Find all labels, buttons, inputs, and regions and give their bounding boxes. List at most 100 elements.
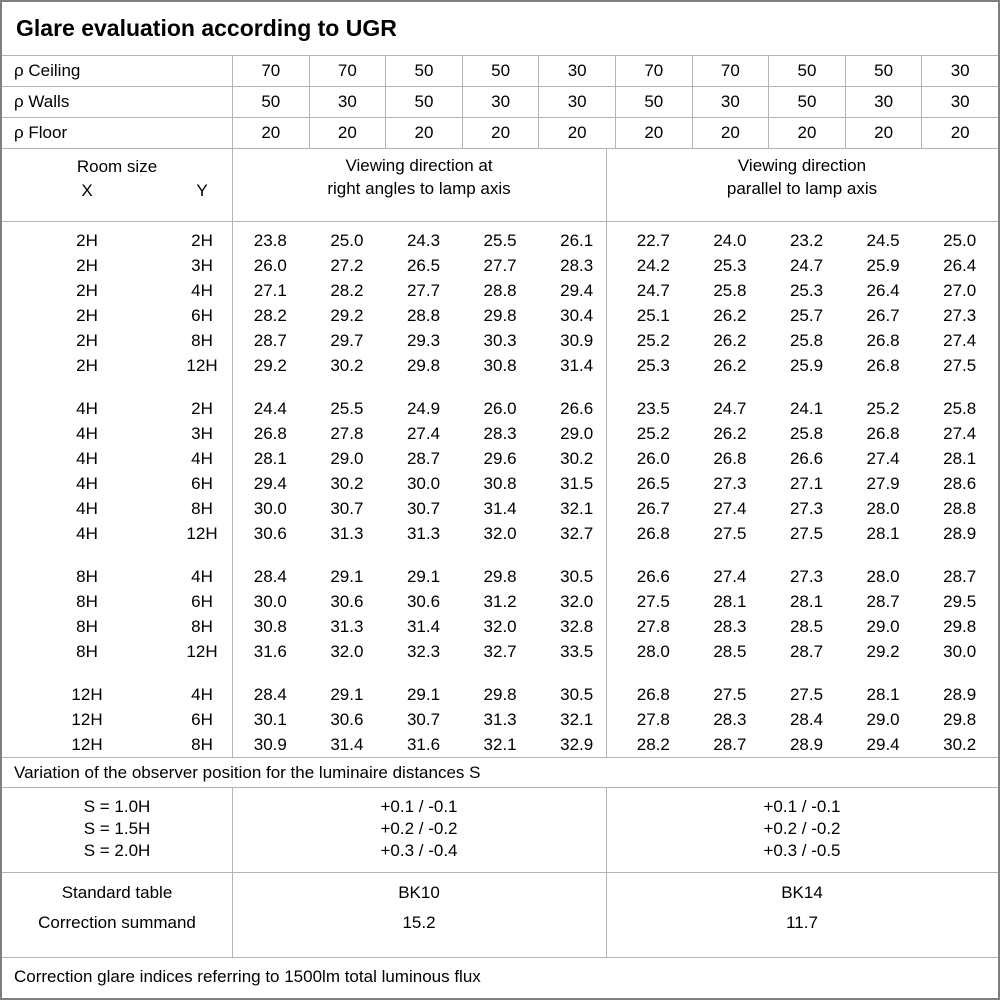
ugr-value: 29.8 [483, 305, 517, 325]
ugr-value: 30.0 [406, 473, 441, 493]
ugr-value: 28.1 [713, 591, 747, 611]
ugr-value: 26.0 [483, 398, 517, 418]
ugr-value: 28.8 [943, 498, 977, 518]
room-x-value: 2H [76, 230, 98, 250]
ugr-value: 29.1 [406, 566, 441, 586]
reflectance-value: 30 [538, 56, 615, 86]
ugr-value: 31.3 [330, 523, 364, 543]
ugr-value: 29.1 [330, 566, 364, 586]
reflectance-label: ρ Floor [14, 123, 68, 142]
ugr-value: 28.7 [713, 734, 747, 754]
reflectance-value: 30 [538, 87, 615, 117]
vertical-divider [232, 149, 233, 221]
room-y-value: 4H [191, 280, 213, 300]
ugr-value: 29.3 [406, 330, 441, 350]
ugr-value: 23.5 [636, 398, 670, 418]
room-x-value: 12H [71, 709, 103, 729]
room-y-value: 4H [191, 684, 213, 704]
variation-values-left: +0.1 / -0.1 +0.2 / -0.2 +0.3 / -0.4 [232, 788, 606, 872]
room-y-value: 6H [191, 709, 213, 729]
ugr-value: 28.3 [483, 423, 517, 443]
ugr-value: 25.5 [483, 230, 517, 250]
reflectance-value: 50 [385, 87, 462, 117]
ugr-value: 32.0 [330, 641, 364, 661]
ugr-value: 29.0 [866, 709, 900, 729]
ugr-value: 26.2 [713, 423, 747, 443]
ugr-row: 2H 6H 28.2 29.2 28.8 29.8 30.4 25.1 26.2 25.7 26.7… [2, 303, 998, 328]
room-x-value: 4H [76, 448, 98, 468]
ugr-value: 32.1 [560, 709, 594, 729]
ugr-value-rows: 2H 2H 23.8 25.0 24.3 25.5 26.1 22.7 24.0 23.2 24.5… [2, 228, 998, 757]
reflectance-value: 70 [232, 56, 309, 86]
ugr-value: 30.6 [253, 523, 287, 543]
reflectance-table: ρ Ceiling 70 70 50 50 30 70 70 50 50 30 ρ Walls 50 30… [2, 56, 998, 149]
vertical-divider [606, 149, 607, 221]
ugr-value: 29.8 [943, 616, 977, 636]
ugr-value: 27.3 [789, 566, 824, 586]
reflectance-value: 30 [844, 87, 922, 117]
ugr-value: 32.0 [483, 616, 517, 636]
ugr-value: 26.6 [560, 398, 594, 418]
group-gap [2, 546, 998, 564]
ugr-value: 29.2 [330, 305, 364, 325]
ugr-value: 29.4 [866, 734, 900, 754]
ugr-value: 29.4 [560, 280, 594, 300]
ugr-value: 24.0 [713, 230, 747, 250]
ugr-value: 30.6 [406, 591, 441, 611]
ugr-value: 24.5 [866, 230, 900, 250]
ugr-row: 8H 12H 31.6 32.0 32.3 32.7 33.5 28.0 28.5 28.7 29.… [2, 639, 998, 664]
ugr-row: 2H 2H 23.8 25.0 24.3 25.5 26.1 22.7 24.0 23.2 24.5… [2, 228, 998, 253]
ugr-value: 26.1 [560, 230, 594, 250]
room-y-value: 2H [191, 230, 213, 250]
reflectance-row: ρ Walls 50 30 50 30 30 50 30 50 30 30 [2, 87, 998, 118]
ugr-value: 29.0 [330, 448, 364, 468]
ugr-value: 26.2 [713, 355, 747, 375]
vertical-divider [232, 222, 233, 757]
reflectance-label: ρ Walls [14, 92, 70, 111]
vertical-divider [232, 873, 233, 957]
ugr-row: 12H 8H 30.9 31.4 31.6 32.1 32.9 28.2 28.7 28.9 29.… [2, 732, 998, 757]
right-direction-heading: Viewing direction parallel to lamp axis [606, 149, 998, 221]
ugr-value: 26.8 [866, 423, 900, 443]
ugr-value: 28.0 [866, 498, 900, 518]
ugr-value: 30.7 [330, 498, 364, 518]
room-y-value: 6H [191, 591, 213, 611]
reflectance-label: ρ Ceiling [14, 61, 81, 80]
observer-variation-block: S = 1.0H S = 1.5H S = 2.0H +0.1 / -0.1 +… [2, 788, 998, 873]
ugr-value: 29.2 [866, 641, 900, 661]
ugr-value: 28.2 [253, 305, 287, 325]
ugr-value: 30.2 [943, 734, 977, 754]
ugr-value: 27.8 [636, 616, 670, 636]
ugr-row: 2H 12H 29.2 30.2 29.8 30.8 31.4 25.3 26.2 25.9 26.… [2, 353, 998, 378]
ugr-value: 27.4 [713, 498, 747, 518]
ugr-value: 27.5 [636, 591, 670, 611]
reflectance-value: 20 [614, 118, 692, 148]
ugr-value: 27.5 [713, 523, 747, 543]
ugr-value: 29.8 [483, 566, 517, 586]
ugr-value: 28.5 [789, 616, 824, 636]
variation-value: +0.2 / -0.2 [763, 819, 841, 838]
ugr-value: 28.7 [253, 330, 287, 350]
ugr-value: 25.2 [636, 330, 670, 350]
ugr-value: 29.8 [943, 709, 977, 729]
reflectance-value: 20 [538, 118, 615, 148]
ugr-value: 27.5 [789, 523, 824, 543]
ugr-value: 32.8 [560, 616, 594, 636]
ugr-value: 33.5 [560, 641, 594, 661]
ugr-value: 27.1 [789, 473, 824, 493]
ugr-value: 26.5 [406, 255, 441, 275]
ugr-value: 25.0 [943, 230, 977, 250]
ugr-value: 27.5 [943, 355, 977, 375]
right-direction-line2: parallel to lamp axis [726, 179, 878, 198]
ugr-value: 25.8 [789, 330, 824, 350]
ugr-value: 23.8 [253, 230, 287, 250]
ugr-value: 22.7 [636, 230, 670, 250]
ugr-value: 27.3 [789, 498, 824, 518]
left-direction-line1: Viewing direction at [345, 156, 493, 175]
ugr-value: 27.7 [406, 280, 441, 300]
ugr-value: 28.2 [636, 734, 670, 754]
ugr-value: 29.1 [406, 684, 441, 704]
ugr-value: 28.2 [330, 280, 364, 300]
reflectance-value: 50 [232, 87, 309, 117]
ugr-value: 25.3 [713, 255, 747, 275]
